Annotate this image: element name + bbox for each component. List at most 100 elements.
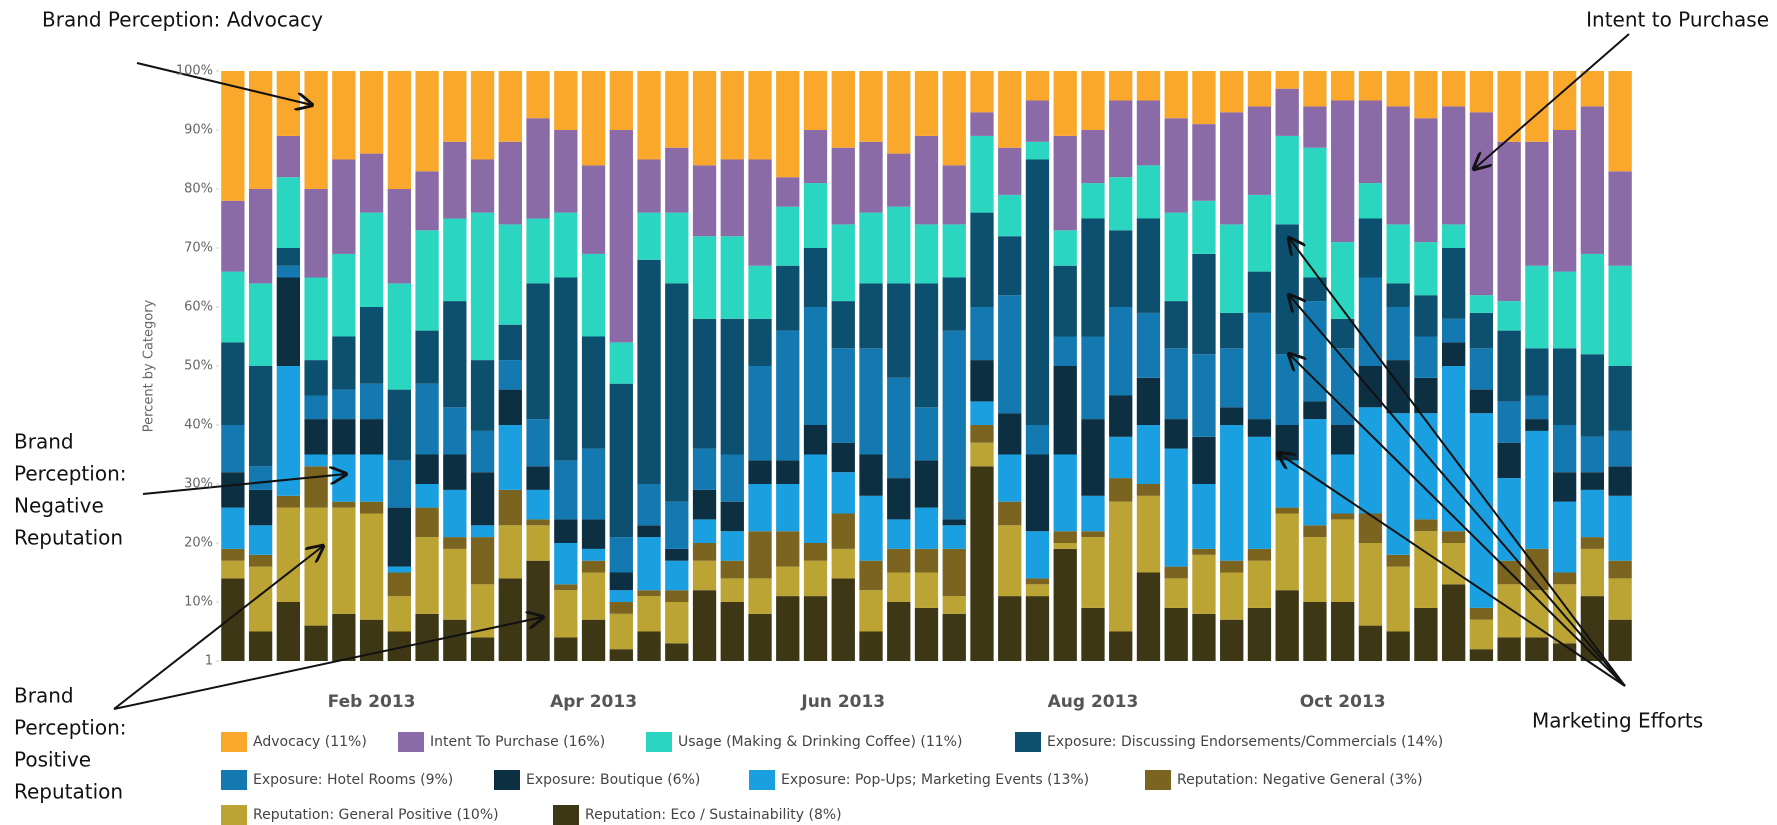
bar-segment [221, 548, 245, 561]
bar-segment [304, 360, 328, 396]
legend-swatch [1145, 770, 1171, 790]
legend-label: Usage (Making & Drinking Coffee) (11%) [678, 734, 962, 750]
bar-segment [1469, 413, 1494, 608]
bar-segment [415, 454, 439, 484]
bar-segment [1303, 401, 1327, 420]
bar-segment [1525, 419, 1549, 431]
y-tick-label: 10% [184, 595, 213, 610]
bar-segment [387, 572, 411, 597]
bar-segment [1303, 537, 1327, 602]
bar-segment [248, 366, 273, 467]
bar-segment [1525, 348, 1549, 396]
bar-segment [1109, 307, 1133, 396]
bar-segment [692, 71, 717, 166]
bar-segment [332, 613, 356, 661]
bar-segment [665, 560, 689, 591]
bar-segment [998, 236, 1022, 296]
bar-segment [720, 602, 744, 661]
bar-segment [1442, 584, 1466, 661]
bar-segment [1525, 265, 1549, 349]
bar-segment [665, 643, 689, 661]
legend-swatch [221, 770, 247, 790]
bar-segment [1081, 607, 1105, 661]
bar-segment [1164, 348, 1188, 420]
bar-segment [1109, 177, 1133, 231]
y-tick-label: 1 [205, 654, 213, 669]
bar-segment [692, 543, 717, 561]
bar-segment [359, 71, 384, 154]
bar-segment [498, 71, 522, 142]
bar-segment [1164, 71, 1188, 119]
bar-segment [276, 265, 301, 278]
bar-segment [1331, 318, 1355, 349]
bar-segment [914, 283, 939, 408]
bar-segment [720, 560, 744, 579]
bar-segment [1053, 230, 1077, 266]
bar-segment [1164, 118, 1188, 213]
bar-segment [1053, 548, 1077, 661]
bar-segment [942, 165, 966, 225]
bar-segment [1247, 194, 1272, 272]
bar-segment [415, 484, 439, 508]
bar-segment [1081, 495, 1105, 532]
bar-segment [609, 130, 633, 343]
bar-segment [1025, 584, 1050, 597]
bar-segment [1525, 141, 1549, 266]
bar-segment [776, 71, 800, 178]
annotation: Brand [14, 684, 74, 708]
bar-segment [692, 519, 717, 543]
bar-segment [470, 212, 495, 361]
bar-segment [443, 537, 467, 549]
bar-segment [942, 525, 966, 549]
bar-segment [1025, 100, 1050, 142]
bar-segment [1247, 436, 1272, 549]
bar-segment [1192, 484, 1216, 549]
bar-segment [637, 537, 661, 591]
bar-segment [1247, 271, 1272, 313]
bar-segment [692, 165, 717, 237]
bar-segment [887, 283, 911, 378]
bar-segment [1608, 578, 1632, 620]
bar-segment [415, 330, 439, 384]
bar-segment [332, 389, 356, 420]
bar-segment [1386, 307, 1410, 361]
bar-segment [1053, 366, 1077, 455]
bar-segment [1580, 537, 1605, 549]
bar-segment [887, 71, 911, 154]
bar-segment [609, 649, 633, 661]
bar-segment [1331, 602, 1355, 661]
bar-segment [637, 596, 661, 632]
bar-segment [443, 489, 467, 538]
bar-segment [914, 607, 939, 661]
bar-segment [1497, 442, 1521, 479]
bar-segment [276, 366, 301, 496]
bar-segment [998, 147, 1022, 195]
bar-segment [554, 519, 578, 543]
bar-segment [1025, 531, 1050, 579]
annotation: Brand [14, 430, 74, 454]
bar-segment [1247, 548, 1272, 561]
bar-segment [1469, 295, 1494, 313]
bar-segment [859, 141, 883, 213]
bar-segment [276, 177, 301, 248]
bar-segment [443, 619, 467, 661]
bar-segment [1358, 625, 1383, 661]
bar-segment [665, 501, 689, 549]
bar-segment [1386, 283, 1410, 307]
bar-segment [1442, 71, 1466, 107]
bar-segment [1525, 71, 1549, 142]
bar-segment [1109, 395, 1133, 437]
bar-segment [1136, 218, 1161, 313]
bar-segment [998, 71, 1022, 148]
bar-segment [1247, 419, 1272, 437]
bar-segment [1469, 71, 1494, 113]
bar-segment [1025, 578, 1050, 585]
bar-segment [637, 71, 661, 160]
bar-segment [221, 507, 245, 549]
bar-segment [914, 548, 939, 573]
bar-segment [470, 584, 495, 638]
bar-segment [1497, 401, 1521, 443]
bar-segment [970, 212, 994, 307]
bar-segment [1497, 330, 1521, 402]
bar-segment [1608, 366, 1632, 431]
